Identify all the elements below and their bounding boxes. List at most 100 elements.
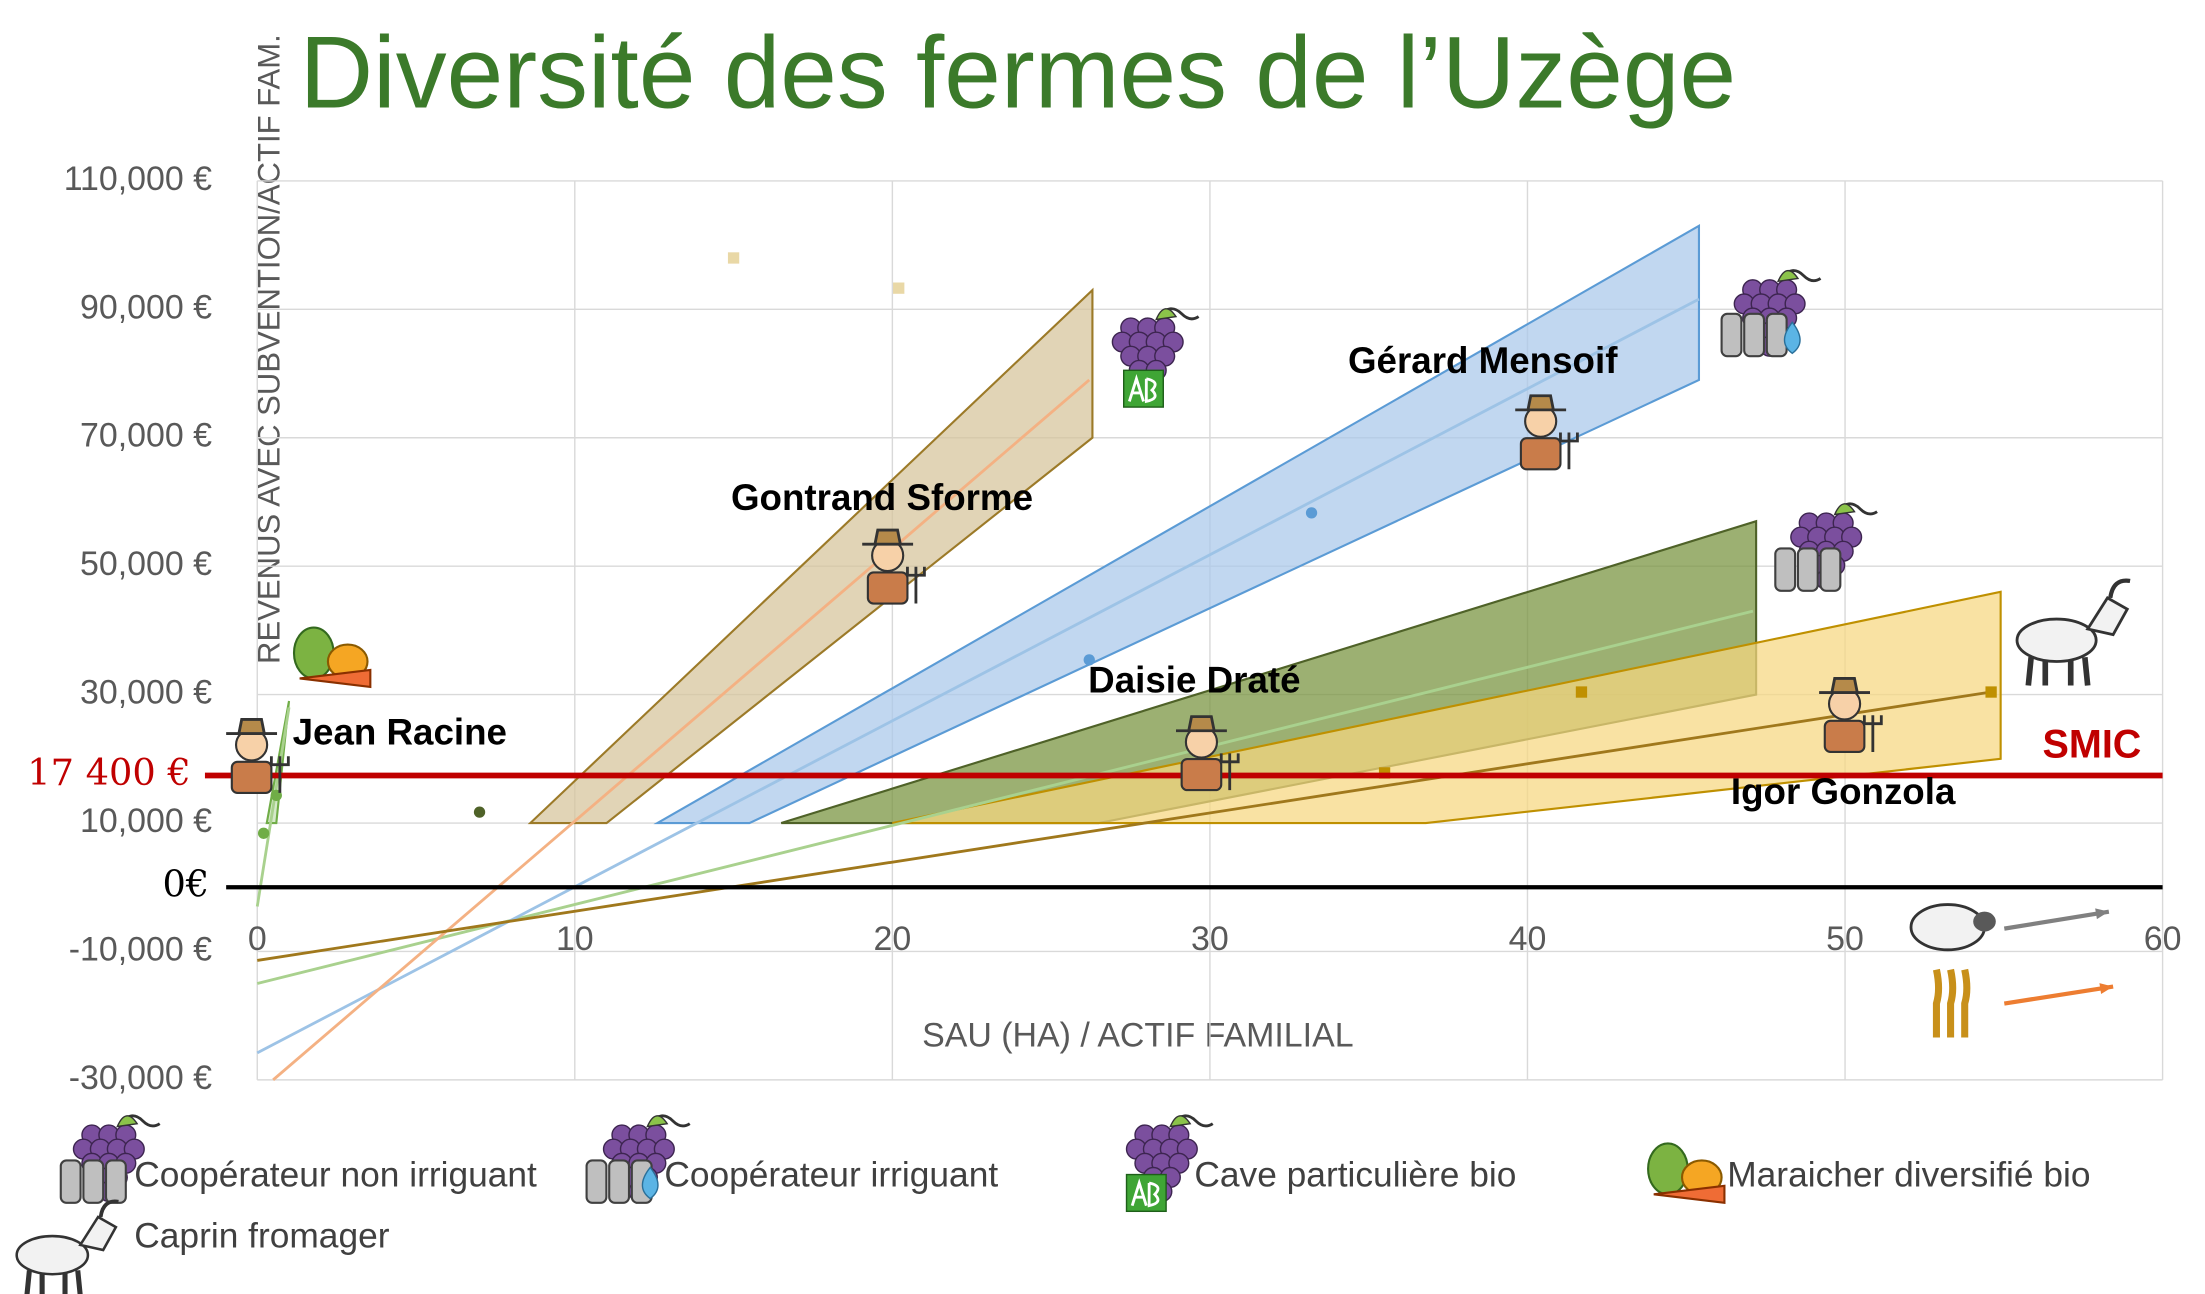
silo — [1819, 547, 1842, 592]
lettuce — [1647, 1142, 1689, 1196]
goat-legs — [24, 1270, 83, 1294]
trend-line — [255, 707, 291, 907]
farmer-body — [866, 571, 909, 605]
confidence-band — [653, 224, 1701, 825]
y-tick-label: 110,000 € — [64, 160, 212, 198]
farmer-hat — [1819, 677, 1871, 694]
farmer-hat — [862, 528, 914, 546]
ab-box — [1125, 1173, 1167, 1213]
leaf — [646, 1115, 669, 1128]
goat-body — [2015, 617, 2098, 663]
leaf — [1833, 503, 1856, 516]
data-point — [1083, 654, 1095, 666]
legend-label: Caprin fromager — [134, 1216, 389, 1255]
legend-label: Maraicher diversifié bio — [1727, 1156, 2090, 1195]
water-drop — [641, 1166, 659, 1200]
farmer-icon — [862, 528, 926, 605]
silo — [82, 1159, 105, 1204]
arrow-head — [2095, 908, 2109, 920]
data-point — [1305, 507, 1318, 519]
arrow-head — [2099, 983, 2114, 995]
farm-name: Jean Racine — [293, 712, 507, 753]
fork — [1559, 432, 1579, 470]
farmer-icon — [1515, 394, 1579, 471]
goat-legs — [2025, 656, 2091, 686]
wheat-icon — [1932, 968, 1971, 1038]
farmer-body — [1823, 719, 1866, 754]
farmer-body — [1180, 757, 1223, 792]
goat-head — [2085, 595, 2130, 637]
x-tick-label: 10 — [556, 920, 594, 958]
farmer-hat — [1515, 394, 1567, 412]
lettuce — [292, 626, 335, 680]
fork — [1862, 715, 1883, 752]
x-tick-label: 30 — [1191, 920, 1229, 958]
silo-icon — [1720, 312, 1788, 358]
ab-letters — [1130, 1178, 1160, 1208]
silo — [1743, 312, 1766, 358]
y-tick-label: 50,000 € — [80, 545, 212, 583]
wheat-stalk — [1932, 968, 1943, 1038]
farm-name: Igor Gonzola — [1731, 771, 1956, 812]
chart-title: Diversité des fermes de l’Uzège — [300, 15, 1736, 129]
silo-icon — [1774, 547, 1842, 592]
farm-name: Daisie Draté — [1088, 659, 1300, 700]
silo — [1796, 547, 1819, 592]
silo — [1774, 547, 1797, 592]
data-point — [1575, 686, 1588, 698]
farm-name: Gérard Mensoif — [1348, 340, 1618, 381]
trend-line — [256, 297, 1700, 1055]
farmer-hat — [1176, 715, 1227, 733]
ab-logo — [1125, 1173, 1167, 1213]
fork — [906, 566, 926, 604]
farm-name: Gontrand Sforme — [731, 477, 1033, 518]
x-tick-label: 0 — [248, 920, 267, 958]
farmer-icon — [1176, 715, 1240, 792]
farmer-body — [1519, 437, 1562, 471]
farmer-hat — [226, 718, 278, 735]
fork — [1219, 753, 1240, 791]
data-point — [893, 282, 905, 294]
y-tick-label: 90,000 € — [80, 288, 212, 326]
reference-name: SMIC — [2042, 723, 2141, 767]
vegetable-icon — [1647, 1142, 1726, 1205]
silo — [104, 1159, 127, 1204]
silo — [1720, 312, 1743, 358]
y-tick-label: 70,000 € — [80, 417, 212, 455]
leaf — [1155, 308, 1178, 321]
reference-label: 17 400 € — [27, 751, 191, 794]
goat-icon — [15, 1199, 119, 1294]
reference-label: 0€ — [162, 863, 209, 906]
arrow — [2003, 909, 2110, 931]
trend-line — [257, 690, 1992, 962]
farmer-icon — [226, 718, 290, 794]
vegetable-icon — [292, 626, 372, 689]
silo — [585, 1159, 608, 1204]
x-tick-label: 50 — [1826, 920, 1864, 958]
goat-body — [15, 1234, 90, 1276]
ab-box — [1122, 369, 1164, 408]
carrot — [299, 668, 372, 689]
goat-head — [78, 1215, 118, 1252]
leaf — [1169, 1115, 1192, 1128]
ab-letters — [1128, 374, 1157, 404]
silo — [1765, 312, 1788, 358]
confidence-band — [892, 590, 2002, 825]
x-tick-label: 60 — [2144, 920, 2182, 958]
sheep-body — [1909, 903, 1986, 952]
fork — [269, 756, 290, 793]
trend-line — [272, 378, 1091, 1081]
goat-horn — [98, 1199, 119, 1218]
y-tick-label: -10,000 € — [69, 930, 212, 968]
arrow — [2003, 984, 2114, 1006]
leaf — [116, 1115, 139, 1128]
x-tick-label: 40 — [1509, 920, 1547, 958]
confidence-band — [527, 287, 1094, 825]
x-tick-label: 20 — [874, 920, 912, 958]
wheat-stalk — [1947, 968, 1957, 1038]
data-point — [257, 827, 270, 839]
farmer-icon — [1819, 677, 1883, 754]
x-axis-label: SAU (HA) / ACTIF FAMILIAL — [922, 1016, 1353, 1054]
wheat-stalk — [1961, 968, 1971, 1038]
